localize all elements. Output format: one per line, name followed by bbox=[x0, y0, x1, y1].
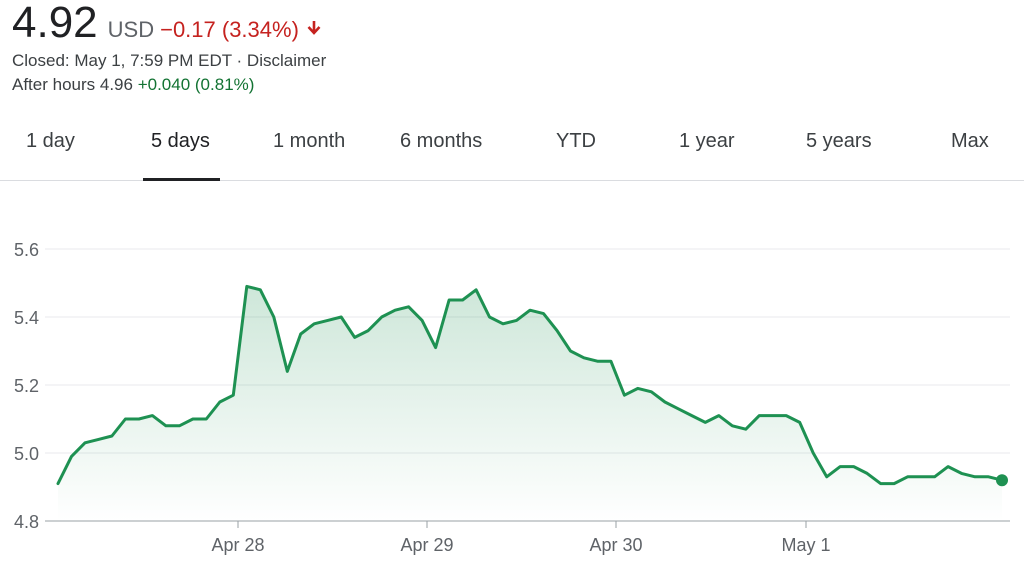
x-tick-label: Apr 28 bbox=[211, 535, 264, 555]
price-area-fill bbox=[58, 286, 1002, 521]
range-tabs: 1 day 5 days 1 month 6 months YTD 1 year… bbox=[0, 118, 1024, 181]
selected-tab-indicator bbox=[143, 178, 220, 181]
y-tick-label: 5.0 bbox=[14, 444, 39, 464]
tab-5-days[interactable]: 5 days bbox=[151, 130, 210, 152]
y-tick-label: 4.8 bbox=[14, 512, 39, 532]
tab-ytd[interactable]: YTD bbox=[556, 130, 596, 152]
after-hours-price: After hours 4.96 bbox=[12, 75, 133, 94]
x-tick-label: Apr 30 bbox=[589, 535, 642, 555]
y-tick-label: 5.4 bbox=[14, 308, 39, 328]
arrow-down-icon bbox=[307, 21, 321, 35]
current-price: 4.92 bbox=[12, 0, 98, 47]
price-chart[interactable]: 5.6 5.4 5.2 5.0 4.8 Apr 28 Apr 29 Apr 30 May 1 bbox=[0, 182, 1024, 560]
x-tick-label: May 1 bbox=[781, 535, 830, 555]
tab-1-year[interactable]: 1 year bbox=[679, 130, 735, 152]
tab-5-years[interactable]: 5 years bbox=[806, 130, 872, 152]
after-hours-change: +0.040 (0.81%) bbox=[137, 75, 255, 94]
x-tick-label: Apr 29 bbox=[400, 535, 453, 555]
tab-1-day[interactable]: 1 day bbox=[26, 130, 75, 152]
market-status: Closed: May 1, 7:59 PM EDT · Disclaimer bbox=[12, 51, 327, 70]
y-tick-label: 5.6 bbox=[14, 240, 39, 260]
last-price-point bbox=[996, 474, 1008, 487]
price-row: 4.92 USD −0.17 (3.34%) bbox=[12, 0, 323, 46]
tab-1-month[interactable]: 1 month bbox=[273, 130, 346, 152]
price-chart-svg: 5.6 5.4 5.2 5.0 4.8 Apr 28 Apr 29 Apr 30 May 1 bbox=[14, 240, 1010, 555]
y-tick-label: 5.2 bbox=[14, 376, 39, 396]
tab-6-months[interactable]: 6 months bbox=[400, 130, 483, 152]
price-series-line bbox=[56, 284, 1004, 486]
tab-max[interactable]: Max bbox=[951, 130, 989, 152]
price-change: −0.17 (3.34%) bbox=[160, 17, 299, 42]
after-hours-line: After hours 4.96 +0.040 (0.81%) bbox=[12, 75, 254, 95]
currency-code: USD bbox=[107, 17, 155, 42]
